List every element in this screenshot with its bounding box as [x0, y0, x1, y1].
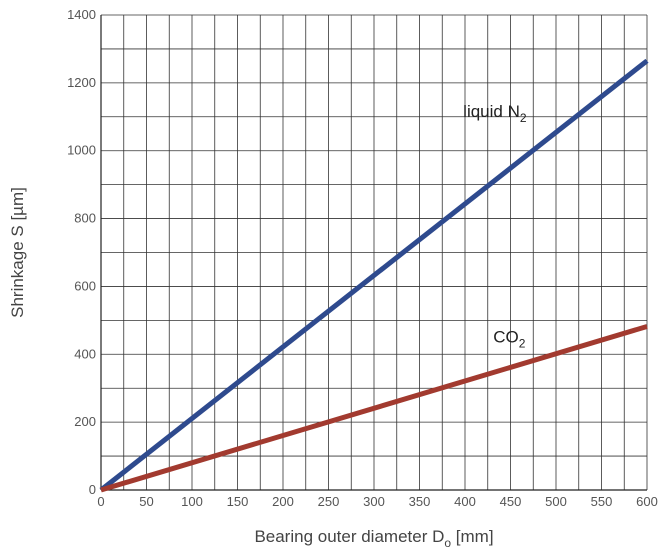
series-line-co2	[100, 324, 648, 493]
x-tick-label-300: 300	[363, 494, 385, 509]
x-tick-label-350: 350	[409, 494, 431, 509]
series-label-liquid-n2-subscript: 2	[520, 111, 527, 125]
x-tick-label-0: 0	[97, 494, 104, 509]
x-tick-labels: 0 50 100 150 200 250 300 350 400 450 500 550 600	[97, 494, 657, 509]
x-tick-label-50: 50	[139, 494, 153, 509]
y-tick-label-0: 0	[89, 482, 96, 497]
y-tick-label-600: 600	[74, 278, 96, 293]
series-label-liquid-n2-main: liquid N	[463, 102, 520, 121]
x-tick-label-200: 200	[272, 494, 294, 509]
x-tick-label-450: 450	[500, 494, 522, 509]
series-label-co2-main: CO	[493, 327, 518, 346]
y-tick-label-1200: 1200	[67, 75, 96, 90]
series-line-liquid-n2	[99, 58, 649, 492]
x-tick-label-250: 250	[318, 494, 340, 509]
x-axis-title-main: Bearing outer diameter D	[254, 527, 444, 546]
series-lines	[99, 58, 649, 493]
x-tick-label-400: 400	[454, 494, 476, 509]
x-tick-label-600: 600	[636, 494, 658, 509]
x-tick-label-500: 500	[545, 494, 567, 509]
series-label-co2: CO2	[493, 327, 525, 350]
y-tick-label-400: 400	[74, 346, 96, 361]
x-tick-label-150: 150	[227, 494, 249, 509]
y-tick-label-1000: 1000	[67, 143, 96, 158]
horizontal-grid-lines	[101, 14, 647, 491]
y-axis-title: Shrinkage S [µm]	[8, 187, 27, 318]
series-label-liquid-n2: liquid N2	[463, 102, 527, 125]
y-tick-label-200: 200	[74, 414, 96, 429]
x-axis-title: Bearing outer diameter Do [mm]	[254, 527, 493, 550]
x-axis-title-suffix: [mm]	[451, 527, 494, 546]
x-tick-label-550: 550	[591, 494, 613, 509]
y-tick-labels: 0 200 400 600 800 1000 1200 1400	[67, 7, 96, 497]
y-tick-label-1400: 1400	[67, 7, 96, 22]
x-tick-label-100: 100	[181, 494, 203, 509]
y-tick-label-800: 800	[74, 211, 96, 226]
x-axis-title-subscript: o	[444, 536, 451, 550]
series-label-co2-subscript: 2	[519, 336, 526, 350]
